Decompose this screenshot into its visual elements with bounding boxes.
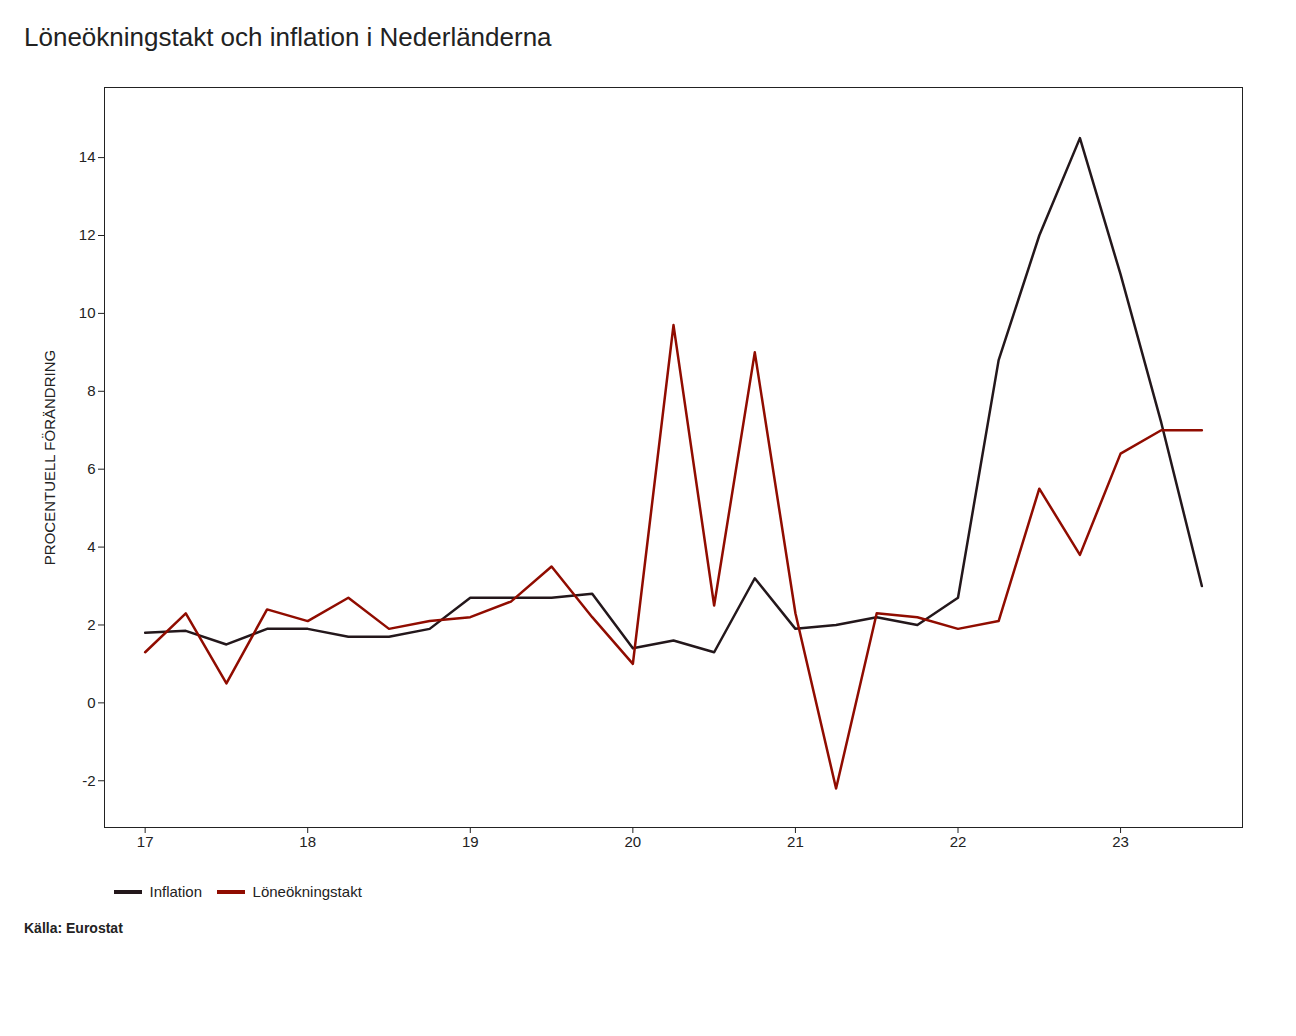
- html-text:Källa: Eurostat: Källa: Eurostat: [24, 920, 123, 936]
- html-text:Löneökningstakt och inflation: Löneökningstakt och inflation i Nederlän…: [24, 22, 552, 52]
- svg-text:2: 2: [87, 616, 95, 633]
- svg-text:PROCENTUELL FÖRÄNDRING: PROCENTUELL FÖRÄNDRING: [41, 350, 58, 565]
- svg-text:6: 6: [87, 460, 95, 477]
- svg-text:21: 21: [787, 833, 804, 850]
- svg-text:12: 12: [79, 226, 96, 243]
- svg-text:0: 0: [87, 694, 95, 711]
- svg-text:17: 17: [137, 833, 154, 850]
- html-text:Löneökningstakt: Löneökningstakt: [252, 883, 362, 900]
- svg-text:10: 10: [79, 304, 96, 321]
- svg-text:-2: -2: [82, 772, 95, 789]
- svg-text:14: 14: [79, 148, 96, 165]
- html-text:Inflation: Inflation: [149, 883, 202, 900]
- svg-text:22: 22: [950, 833, 967, 850]
- svg-text:4: 4: [87, 538, 95, 555]
- svg-text:23: 23: [1112, 833, 1129, 850]
- svg-text:18: 18: [299, 833, 316, 850]
- svg-text:20: 20: [625, 833, 642, 850]
- svg-text:19: 19: [462, 833, 479, 850]
- svg-text:8: 8: [87, 382, 95, 399]
